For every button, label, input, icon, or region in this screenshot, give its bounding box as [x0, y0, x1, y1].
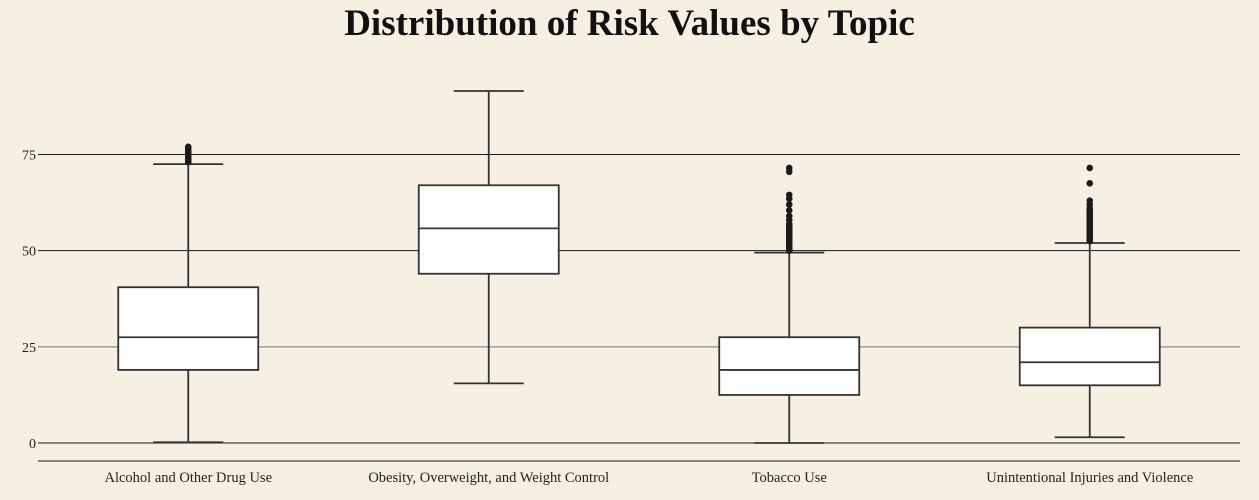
box-1-outlier-9: [184, 143, 192, 151]
x-tick-label-1: Alcohol and Other Drug Use: [104, 470, 272, 486]
x-tick-label-4: Unintentional Injuries and Violence: [986, 470, 1193, 486]
box-3-iqr-rect: [718, 336, 861, 396]
y-tick-label-0: 0: [29, 437, 36, 452]
box-3-outlier-19: [785, 201, 793, 208]
box-3-outlier-18: [785, 206, 793, 214]
box-2-iqr-rect: [417, 184, 560, 275]
box-3-outlier-23: [785, 164, 793, 172]
x-tick-label-3: Tobacco Use: [752, 470, 827, 486]
box-4-iqr-rect: [1018, 326, 1161, 387]
box-4-outlier-21: [1086, 180, 1094, 187]
y-tick-label-75: 75: [22, 149, 36, 164]
chart-title: Distribution of Risk Values by Topic: [344, 3, 915, 44]
y-tick-label-25: 25: [22, 341, 36, 356]
x-tick-label-2: Obesity, Overweight, and Weight Control: [368, 470, 609, 486]
box-3-outlier-21: [785, 191, 793, 199]
box-3-outlier-17: [785, 212, 793, 220]
box-4-outlier-20: [1086, 197, 1094, 204]
box-1-iqr-rect: [117, 286, 260, 371]
y-tick-label-50: 50: [22, 245, 36, 260]
box-4-outlier-22: [1086, 164, 1094, 172]
